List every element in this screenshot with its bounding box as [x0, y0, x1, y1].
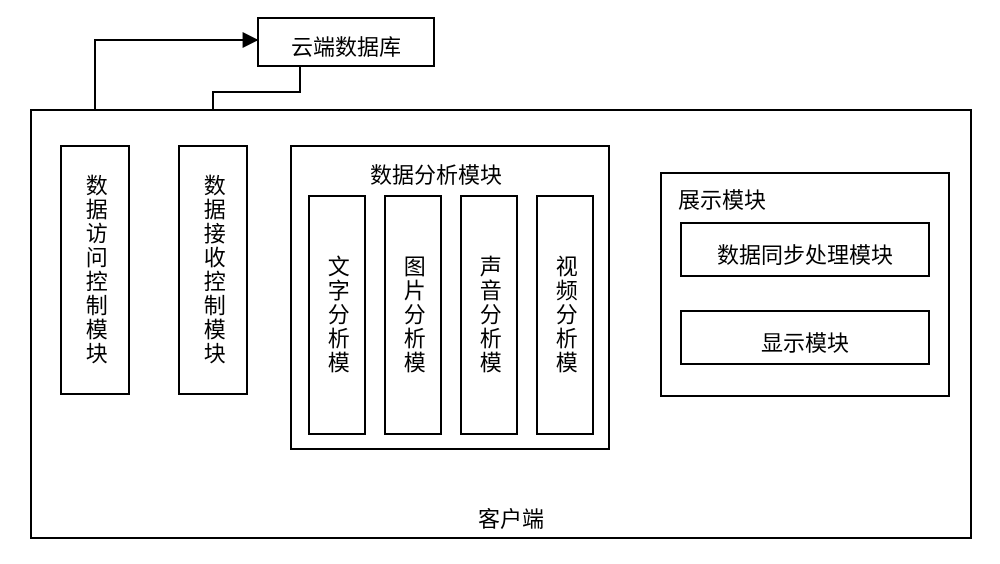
cloud-db-label: 云端数据库	[257, 30, 435, 62]
display-label: 展示模块	[678, 183, 766, 215]
client-label: 客户端	[478, 502, 544, 534]
diagram-canvas: 云端数据库 客户端 数据访问控制模块 数据接收控制模块 数据分析模块 文字分析模…	[0, 0, 1000, 564]
sync-label: 数据同步处理模块	[680, 238, 930, 270]
analysis-label: 数据分析模块	[370, 158, 502, 190]
image-analysis-label: 图片分析模	[384, 207, 442, 423]
render-label: 显示模块	[680, 326, 930, 358]
video-analysis-label: 视频分析模	[536, 207, 594, 423]
sound-analysis-label: 声音分析模	[460, 207, 518, 423]
data-recv-label: 数据接收控制模块	[178, 157, 248, 383]
text-analysis-label: 文字分析模	[308, 207, 366, 423]
data-access-label: 数据访问控制模块	[60, 157, 130, 383]
